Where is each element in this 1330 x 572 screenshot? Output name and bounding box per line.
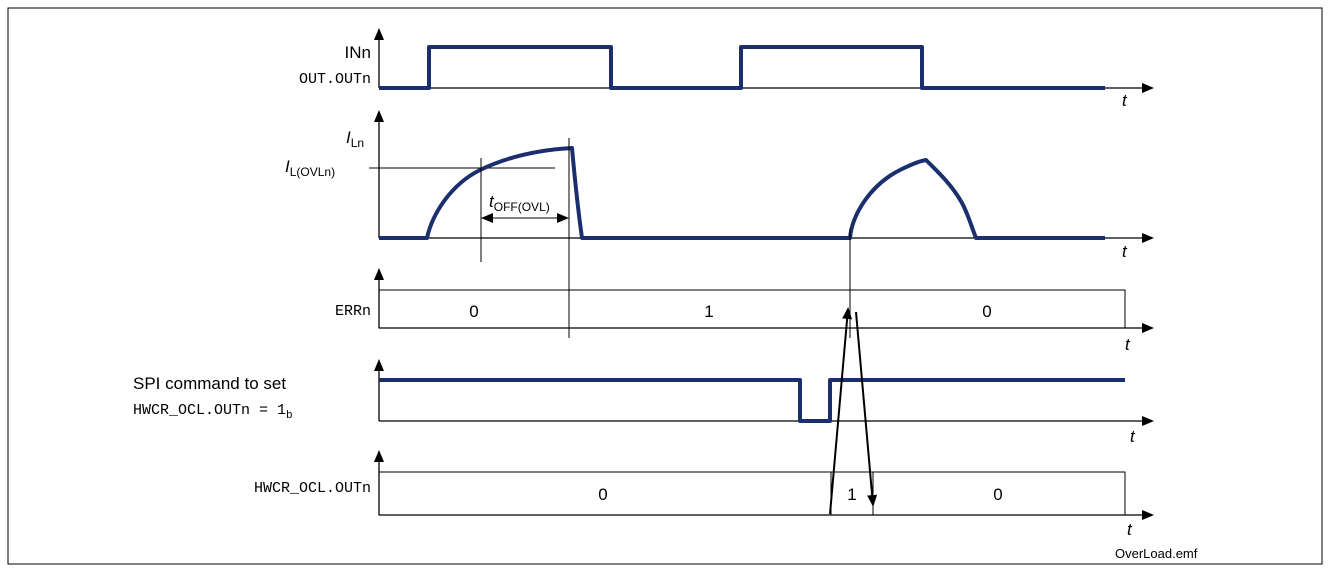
toff-label: tOFF(OVL) bbox=[489, 192, 550, 214]
row-input: INn OUT.OUTn t bbox=[299, 28, 1154, 110]
current-time-label: t bbox=[1122, 242, 1128, 261]
spi-label-line1: SPI command to set bbox=[133, 374, 286, 393]
current-label: ILn bbox=[346, 128, 364, 150]
err-label: ERRn bbox=[335, 303, 371, 320]
row-current: ILn IL(OVLn) t tOFF(OVL) bbox=[285, 110, 1154, 338]
row-err: ERRn 0 1 0 t bbox=[335, 268, 1154, 354]
spi-waveform bbox=[379, 378, 1125, 423]
hwcr-state-1: 1 bbox=[847, 485, 856, 504]
row-hwcr: HWCR_OCL.OUTn 0 1 0 t bbox=[254, 450, 1154, 539]
err-state-0: 0 bbox=[469, 302, 478, 321]
err-state-2: 0 bbox=[982, 302, 991, 321]
input-waveform bbox=[379, 45, 1105, 90]
err-bus bbox=[378, 289, 1126, 329]
spi-label-line2: HWCR_OCL.OUTn = 1b bbox=[133, 402, 293, 422]
arrow-err-to-hwcr bbox=[855, 311, 878, 507]
hwcr-label: HWCR_OCL.OUTn bbox=[254, 480, 371, 497]
hwcr-state-0: 0 bbox=[598, 485, 607, 504]
current-waveform bbox=[379, 146, 1105, 240]
err-state-1: 1 bbox=[704, 302, 713, 321]
input-time-label: t bbox=[1122, 91, 1128, 110]
arrow-spi-to-hwcr bbox=[829, 307, 853, 515]
causality-arrows bbox=[829, 307, 878, 515]
input-label-top: INn bbox=[345, 43, 371, 62]
err-time-label: t bbox=[1125, 335, 1131, 354]
diagram-frame bbox=[7, 7, 1323, 565]
row-spi: SPI command to set HWCR_OCL.OUTn = 1b t bbox=[133, 359, 1154, 446]
hwcr-time-label: t bbox=[1127, 520, 1133, 539]
input-label-bottom: OUT.OUTn bbox=[299, 71, 371, 88]
current-threshold-label: IL(OVLn) bbox=[285, 157, 335, 179]
hwcr-state-2: 0 bbox=[993, 485, 1002, 504]
hwcr-bus bbox=[378, 471, 1126, 516]
figure-filename: OverLoad.emf bbox=[1115, 546, 1198, 561]
spi-time-label: t bbox=[1130, 427, 1136, 446]
